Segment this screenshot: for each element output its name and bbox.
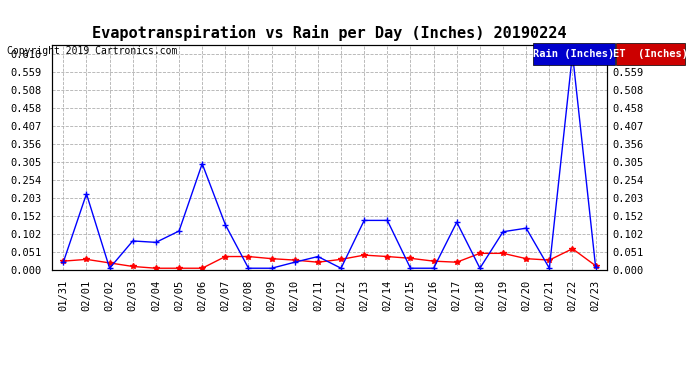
Text: Rain (Inches): Rain (Inches)	[533, 49, 615, 59]
Title: Evapotranspiration vs Rain per Day (Inches) 20190224: Evapotranspiration vs Rain per Day (Inch…	[92, 25, 566, 41]
Text: ET  (Inches): ET (Inches)	[613, 49, 688, 59]
Text: Copyright 2019 Cartronics.com: Copyright 2019 Cartronics.com	[7, 46, 177, 56]
